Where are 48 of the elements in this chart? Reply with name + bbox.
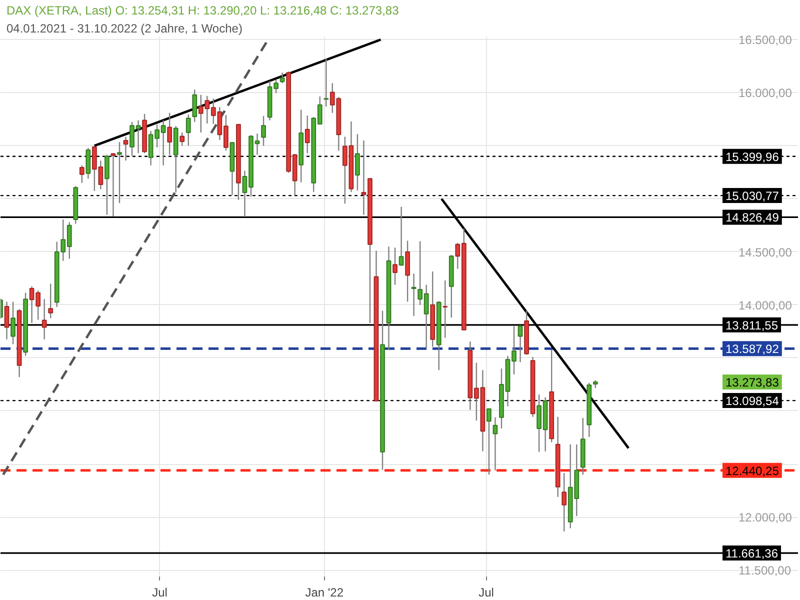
- candlestick: [492, 416, 498, 472]
- annotation: 13.273,83: [726, 375, 780, 390]
- ref-line-label: 12.440,25: [726, 464, 780, 478]
- y-tick-label: 11.500,00: [738, 564, 792, 578]
- candlestick: [42, 298, 47, 340]
- candlestick: [4, 301, 10, 340]
- candlestick: [324, 58, 329, 108]
- candlestick: [392, 247, 398, 286]
- candlestick: [280, 72, 285, 84]
- y-tick-label: 14.000,00: [738, 298, 792, 312]
- candlestick: [186, 114, 191, 146]
- candlestick: [562, 472, 567, 532]
- candlestick: [110, 152, 116, 217]
- candlestick: [304, 114, 310, 154]
- candlestick: [48, 283, 54, 319]
- chart-title: DAX (XETRA, Last) O: 13.254,31 H: 13.290,20 L: 13.216,48 C: 13.273,83: [6, 4, 400, 18]
- y-tick-label: 14.500,00: [738, 245, 792, 260]
- candlestick: [411, 273, 416, 317]
- y-tick-label: 16.500,00: [738, 33, 792, 48]
- ref-line-label: 14.826,49: [726, 210, 780, 225]
- candlestick: [518, 324, 523, 363]
- candlestick: [123, 136, 128, 162]
- ref-line-label: 15.030,77: [726, 189, 780, 204]
- ref-line-label: 13.587,92: [726, 342, 780, 356]
- candlestick: [79, 164, 84, 184]
- ref-line-label: 13.811,55: [726, 318, 778, 332]
- candlestick: [192, 88, 198, 123]
- y-tick-label: 16.000,00: [738, 86, 792, 100]
- candlestick: [104, 154, 110, 216]
- candlestick: [180, 132, 185, 146]
- x-tick-label: Jul: [152, 586, 168, 600]
- candlestick: [405, 240, 410, 302]
- candlestick: [117, 141, 122, 204]
- ref-line-label: 11.661,36: [726, 546, 778, 561]
- x-tick-label: Jul: [478, 586, 494, 600]
- y-tick-label: 12.000,00: [738, 510, 792, 525]
- candlestick: [10, 301, 16, 345]
- candlestick: [398, 206, 404, 266]
- ref-line-label: 15.399,96: [726, 150, 780, 164]
- candlestick: [261, 115, 266, 146]
- candlestick: [86, 147, 91, 180]
- candlestick: [167, 112, 172, 156]
- ref-line-label: 13.098,54: [726, 394, 780, 408]
- candlestick: [355, 134, 360, 191]
- x-tick-label: Jan '22: [305, 586, 344, 600]
- candlestick: [486, 408, 492, 476]
- candlestick: [442, 280, 448, 338]
- chart-subtitle: 04.01.2021 - 31.10.2022 (2 Jahre, 1 Woche): [6, 22, 242, 36]
